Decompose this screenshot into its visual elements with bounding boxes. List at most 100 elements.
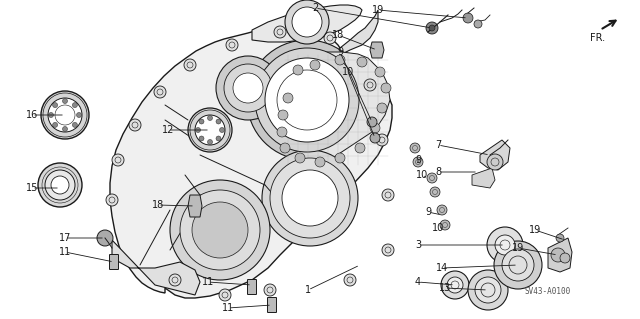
Text: 19: 19 (372, 5, 384, 15)
Circle shape (278, 110, 288, 120)
Polygon shape (252, 5, 362, 42)
Circle shape (335, 55, 345, 65)
Circle shape (430, 187, 440, 197)
Text: 9: 9 (337, 47, 343, 57)
Circle shape (262, 150, 358, 246)
Text: 11: 11 (202, 277, 214, 287)
Circle shape (364, 79, 376, 91)
Circle shape (474, 20, 482, 28)
Circle shape (370, 123, 380, 133)
Circle shape (293, 65, 303, 75)
Circle shape (265, 58, 349, 142)
Circle shape (441, 271, 469, 299)
Circle shape (413, 157, 423, 167)
Circle shape (63, 127, 67, 131)
Circle shape (468, 270, 508, 310)
Circle shape (495, 235, 515, 255)
Text: 9: 9 (415, 155, 421, 165)
Circle shape (377, 103, 387, 113)
Circle shape (367, 117, 377, 127)
Circle shape (295, 153, 305, 163)
Circle shape (410, 143, 420, 153)
Circle shape (72, 103, 77, 108)
Polygon shape (370, 42, 384, 58)
Circle shape (560, 253, 570, 263)
Text: 13: 13 (439, 283, 451, 293)
Text: 8: 8 (435, 167, 441, 177)
Circle shape (199, 119, 204, 124)
Circle shape (487, 154, 503, 170)
Circle shape (270, 158, 350, 238)
Circle shape (216, 119, 221, 124)
Circle shape (426, 22, 438, 34)
Circle shape (447, 277, 463, 293)
Polygon shape (340, 10, 378, 55)
Circle shape (247, 40, 367, 160)
Text: 19: 19 (512, 243, 524, 253)
Circle shape (38, 163, 82, 207)
Circle shape (255, 48, 359, 152)
Circle shape (375, 67, 385, 77)
Circle shape (216, 56, 280, 120)
Circle shape (376, 134, 388, 146)
Polygon shape (480, 140, 510, 170)
Circle shape (106, 194, 118, 206)
Polygon shape (548, 238, 572, 272)
Polygon shape (188, 195, 202, 217)
Circle shape (344, 274, 356, 286)
Text: 10: 10 (432, 223, 444, 233)
Circle shape (283, 93, 293, 103)
Circle shape (220, 128, 225, 132)
Circle shape (97, 230, 113, 246)
Circle shape (370, 133, 380, 143)
Circle shape (192, 202, 248, 258)
Circle shape (382, 189, 394, 201)
Text: 15: 15 (26, 183, 38, 193)
Text: 17: 17 (59, 233, 71, 243)
Circle shape (292, 7, 322, 37)
Circle shape (112, 154, 124, 166)
Circle shape (502, 249, 534, 281)
Text: 1: 1 (305, 285, 311, 295)
Circle shape (52, 103, 58, 108)
Circle shape (429, 25, 435, 31)
Circle shape (355, 143, 365, 153)
Circle shape (77, 113, 81, 117)
Circle shape (195, 128, 200, 132)
Text: 18: 18 (332, 30, 344, 40)
Text: 3: 3 (415, 240, 421, 250)
Circle shape (216, 136, 221, 141)
Circle shape (551, 248, 565, 262)
Circle shape (487, 227, 523, 263)
Circle shape (233, 73, 263, 103)
Circle shape (48, 98, 82, 132)
Circle shape (51, 176, 69, 194)
Circle shape (72, 122, 77, 127)
Circle shape (315, 157, 325, 167)
Circle shape (310, 60, 320, 70)
Circle shape (45, 170, 75, 200)
FancyBboxPatch shape (268, 298, 276, 313)
Text: 19: 19 (529, 225, 541, 235)
Text: 2: 2 (312, 3, 318, 13)
Circle shape (207, 139, 212, 145)
Circle shape (324, 32, 336, 44)
FancyBboxPatch shape (109, 255, 118, 270)
Circle shape (219, 289, 231, 301)
Text: 14: 14 (436, 263, 448, 273)
Circle shape (427, 173, 437, 183)
Circle shape (188, 108, 232, 152)
Text: SV43-A0100: SV43-A0100 (525, 287, 571, 296)
Polygon shape (278, 52, 390, 165)
Circle shape (277, 127, 287, 137)
Circle shape (170, 180, 270, 280)
Polygon shape (472, 168, 495, 188)
Text: 7: 7 (435, 140, 441, 150)
Circle shape (226, 39, 238, 51)
Circle shape (41, 91, 89, 139)
Circle shape (463, 13, 473, 23)
Text: 16: 16 (26, 110, 38, 120)
Text: 4: 4 (415, 277, 421, 287)
Text: 11: 11 (222, 303, 234, 313)
Text: 9: 9 (425, 207, 431, 217)
